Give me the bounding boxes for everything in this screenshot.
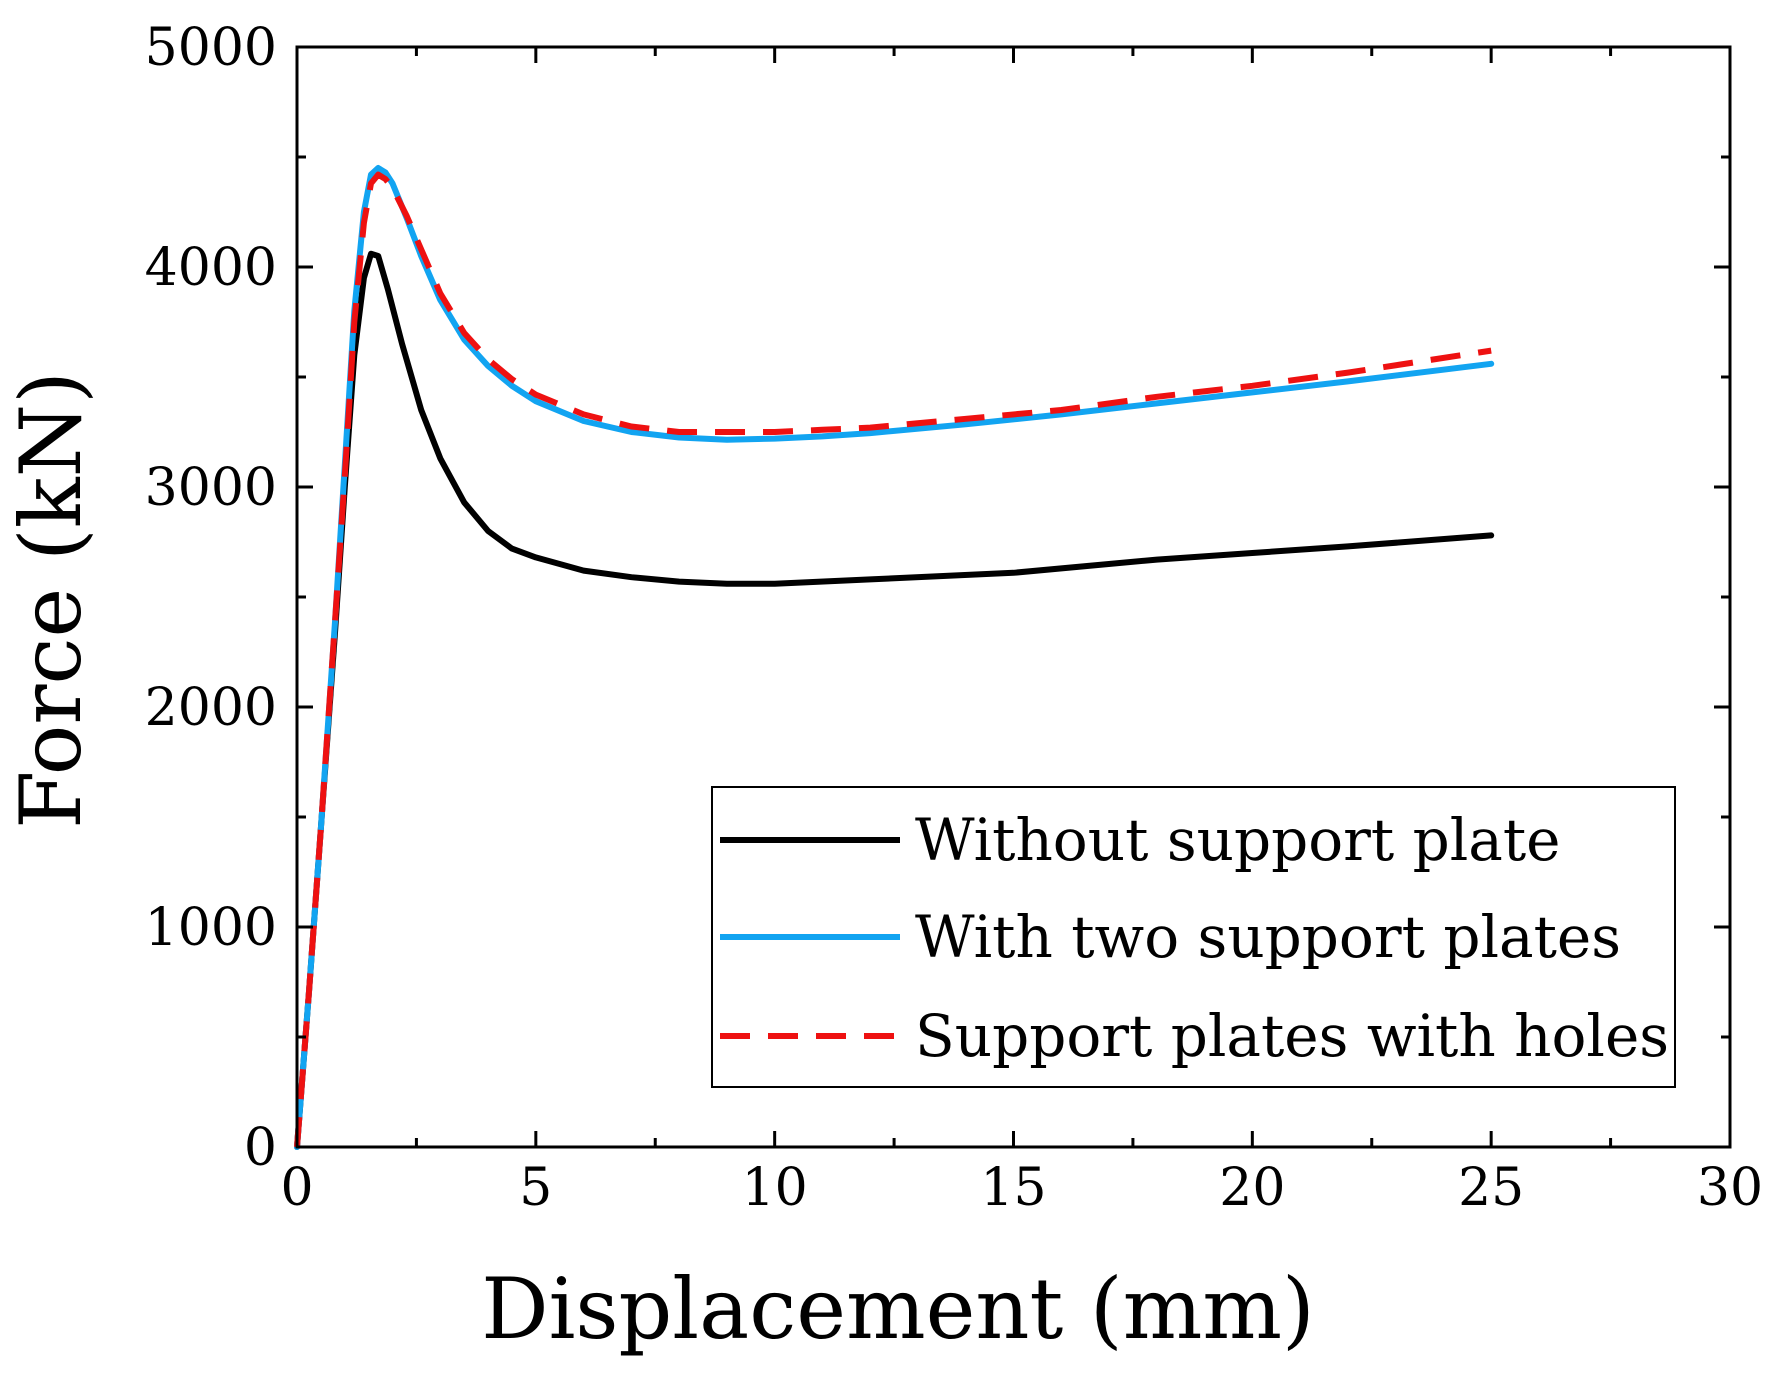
x-tick-label: 15 [980, 1158, 1046, 1218]
x-tick-label: 5 [519, 1158, 552, 1218]
x-tick-label: 20 [1219, 1158, 1285, 1218]
tick-labels-layer: 0 5 10 15 20 25 30 0 1000 2000 3000 4000 5000 [145, 18, 1763, 1218]
legend-items: Without support plate With two support pl… [720, 806, 1669, 1070]
series-layer [294, 165, 1495, 1150]
legend: Without support plate With two support pl… [711, 786, 1676, 1088]
ticks-layer [295, 45, 1732, 1149]
series-line-3 [294, 171, 1492, 1148]
y-tick-label: 5000 [145, 18, 277, 78]
legend-label-1: Without support plate [915, 806, 1560, 874]
y-tick-label: 0 [244, 1118, 277, 1178]
legend-label-3: Support plates with holes [915, 1002, 1669, 1070]
x-axis-title: Displacement (mm) [481, 1260, 1315, 1358]
y-tick-label: 1000 [145, 898, 277, 958]
x-tick-label: 0 [280, 1158, 313, 1218]
y-tick-label: 4000 [145, 238, 277, 298]
y-tick-label: 2000 [145, 678, 277, 738]
x-tick-label: 30 [1697, 1158, 1763, 1218]
legend-label-2: With two support plates [915, 903, 1621, 971]
y-axis-title: Force (kN) [2, 371, 100, 829]
y-tick-label: 3000 [145, 458, 277, 518]
x-tick-label: 10 [742, 1158, 808, 1218]
x-tick-label: 25 [1458, 1158, 1524, 1218]
